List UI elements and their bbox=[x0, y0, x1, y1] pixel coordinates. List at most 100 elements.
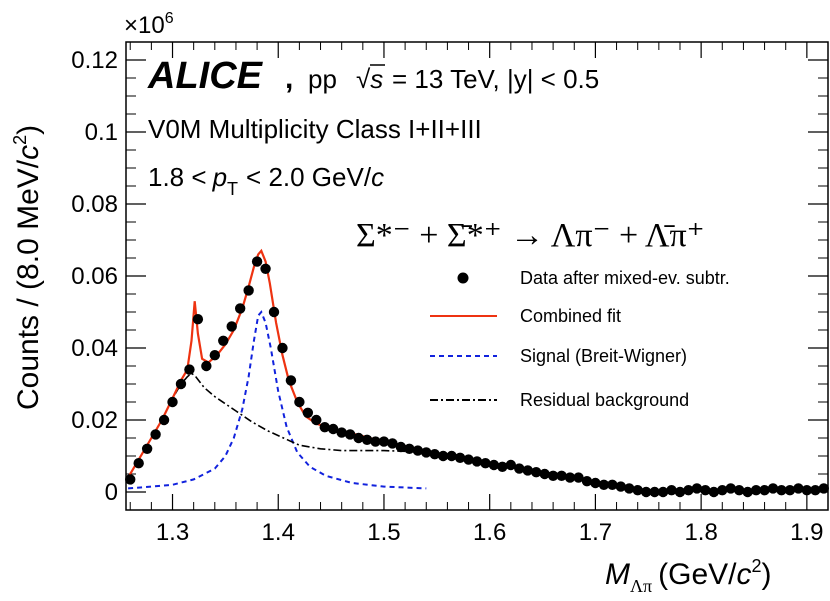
data-point bbox=[607, 479, 618, 490]
data-point bbox=[294, 396, 305, 408]
legend: Data after mixed-ev. subtr. Combined fit S… bbox=[430, 268, 730, 410]
y-tick-label: 0 bbox=[105, 479, 118, 506]
legend-label: Signal (Breit-Wigner) bbox=[520, 346, 687, 366]
data-point bbox=[573, 472, 584, 483]
data-point bbox=[818, 483, 829, 494]
y-multiplier: ×106 bbox=[124, 10, 174, 39]
y-tick-label: 0.02 bbox=[71, 407, 118, 434]
data-point bbox=[353, 432, 364, 444]
data-point bbox=[514, 463, 525, 474]
y-tick-label: 0.06 bbox=[71, 263, 118, 290]
data-point bbox=[700, 485, 711, 496]
data-point bbox=[640, 486, 652, 498]
data-point bbox=[615, 481, 626, 492]
x-tick-label: 1.4 bbox=[262, 519, 295, 546]
x-tick-label: 1.6 bbox=[473, 519, 506, 546]
data-point bbox=[387, 438, 398, 449]
data-point bbox=[167, 396, 178, 408]
x-tick-label: 1.7 bbox=[579, 519, 612, 546]
y-tick-label: 0.08 bbox=[71, 191, 118, 218]
data-point bbox=[378, 436, 390, 447]
data-point bbox=[488, 459, 500, 471]
data-point bbox=[336, 427, 347, 438]
data-point bbox=[801, 485, 813, 496]
data-point bbox=[251, 256, 263, 267]
data-point bbox=[649, 486, 660, 498]
data-point bbox=[666, 485, 677, 496]
data-point bbox=[539, 468, 550, 480]
data-point bbox=[784, 485, 796, 496]
data-point bbox=[412, 445, 423, 456]
data-point bbox=[226, 321, 237, 332]
data-point bbox=[319, 422, 330, 433]
data-point bbox=[260, 263, 271, 274]
data-point bbox=[683, 485, 694, 496]
data-points bbox=[125, 256, 829, 498]
data-point bbox=[201, 360, 212, 372]
data-point bbox=[158, 414, 170, 426]
data-point bbox=[522, 465, 533, 476]
data-point bbox=[218, 335, 229, 346]
data-point bbox=[497, 461, 508, 472]
data-point bbox=[547, 470, 559, 481]
fit-curves bbox=[127, 248, 427, 490]
data-point bbox=[725, 483, 736, 494]
data-point bbox=[598, 479, 610, 490]
pt-range-label: 1.8 < pT < 2.0 GeV/c bbox=[148, 162, 384, 199]
data-point bbox=[234, 303, 246, 314]
legend-marker bbox=[457, 272, 469, 284]
data-point bbox=[733, 485, 745, 496]
y-axis-label: Counts / (8.0 MeV/c2) bbox=[10, 125, 45, 410]
data-point bbox=[344, 429, 356, 440]
data-point bbox=[454, 452, 466, 463]
data-point bbox=[421, 447, 432, 458]
experiment-comma: , bbox=[285, 62, 293, 95]
data-point bbox=[192, 314, 204, 325]
data-point bbox=[767, 483, 779, 494]
data-point bbox=[581, 476, 593, 487]
data-point bbox=[133, 458, 144, 469]
decay-channel-label: Σ*⁻ + Σ̄*⁺ → Λπ⁻ + Λ̄π⁺ bbox=[356, 217, 705, 254]
data-point bbox=[429, 449, 440, 460]
data-point bbox=[717, 485, 728, 496]
y-tick-label: 0.1 bbox=[85, 119, 118, 146]
data-point bbox=[480, 458, 491, 469]
data-point bbox=[370, 436, 381, 447]
sqrt-s: √s bbox=[356, 64, 383, 94]
signal-breit-wigner-curve bbox=[128, 310, 427, 490]
energy-label: = 13 TeV, |y| < 0.5 bbox=[392, 64, 599, 94]
x-axis-ticks: 1.3 1.4 1.5 1.6 1.7 1.8 1.9 bbox=[129, 42, 824, 546]
data-point bbox=[632, 485, 643, 496]
data-point bbox=[691, 483, 703, 494]
data-point bbox=[708, 486, 720, 498]
data-point bbox=[328, 423, 339, 435]
data-point bbox=[243, 285, 254, 296]
data-point bbox=[150, 429, 161, 440]
data-point bbox=[395, 441, 407, 453]
data-point bbox=[175, 378, 187, 390]
data-point bbox=[209, 350, 221, 361]
data-point bbox=[361, 434, 373, 445]
data-point bbox=[505, 459, 517, 471]
collision-label: pp bbox=[308, 64, 337, 94]
data-point bbox=[463, 454, 474, 465]
data-point bbox=[742, 486, 753, 498]
data-point bbox=[624, 483, 635, 494]
data-point bbox=[674, 486, 686, 498]
data-point bbox=[471, 456, 483, 467]
data-point bbox=[531, 467, 542, 478]
x-tick-label: 1.3 bbox=[156, 519, 189, 546]
data-point bbox=[793, 483, 804, 494]
x-axis-label: MΛπ (GeV/c2) bbox=[605, 556, 772, 596]
x-tick-label: 1.8 bbox=[684, 519, 717, 546]
data-point bbox=[268, 306, 280, 318]
legend-label: Data after mixed-ev. subtr. bbox=[520, 268, 730, 288]
legend-label: Combined fit bbox=[520, 306, 621, 326]
x-tick-label: 1.9 bbox=[790, 519, 823, 546]
data-point bbox=[590, 477, 601, 489]
data-point bbox=[776, 485, 787, 496]
data-point bbox=[277, 342, 288, 354]
data-point bbox=[184, 364, 195, 375]
data-point bbox=[657, 486, 669, 498]
